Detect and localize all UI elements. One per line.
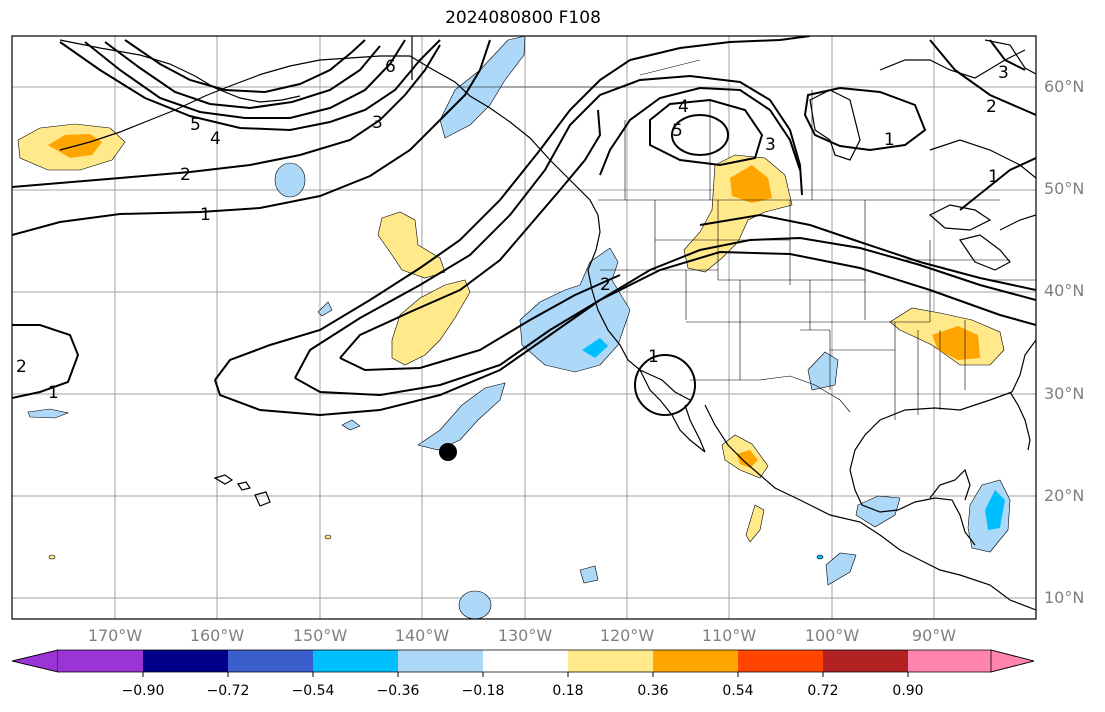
colorbar-segment <box>143 650 229 672</box>
colorbar-segment <box>58 650 144 672</box>
colorbar-segment <box>228 650 314 672</box>
map-title: 2024080800 F108 <box>445 8 601 28</box>
contour-label: 4 <box>210 129 221 149</box>
political-borders <box>412 59 1036 420</box>
contour-label: 5 <box>190 115 201 135</box>
colorbar-outline <box>11 649 1035 673</box>
lon-label: 130°W <box>497 626 553 645</box>
colorbar-tick-label: −0.72 <box>206 683 250 699</box>
lon-label: 160°W <box>189 626 245 645</box>
map-frame <box>11 35 1037 620</box>
contour-label: 2 <box>600 275 611 295</box>
contour-label: 6 <box>385 57 396 77</box>
colorbar-tick-label: −0.54 <box>291 683 335 699</box>
colorbar-extend-right <box>990 649 1035 673</box>
colorbar-segment <box>398 650 484 672</box>
lat-label: 60°N <box>1044 77 1085 96</box>
lon-label: 100°W <box>804 626 860 645</box>
contour-lines <box>12 36 1036 417</box>
contour-label: 5 <box>672 121 683 141</box>
contour-label: 3 <box>998 63 1009 83</box>
contour-label: 3 <box>372 113 383 133</box>
colorbar-tick-label: −0.36 <box>376 683 420 699</box>
lat-label: 50°N <box>1044 179 1085 198</box>
colorbar-tick-label: −0.18 <box>461 683 505 699</box>
contour-label: 1 <box>648 347 659 367</box>
colorbar-segment <box>313 650 399 672</box>
colorbar <box>11 649 1035 677</box>
lat-label: 10°N <box>1044 588 1085 607</box>
colorbar-segment <box>483 650 569 672</box>
lat-label: 30°N <box>1044 384 1085 403</box>
lat-label: 40°N <box>1044 281 1085 300</box>
lon-label: 110°W <box>701 626 757 645</box>
colorbar-tick-label: 0.18 <box>552 683 584 699</box>
coastlines <box>59 36 1036 611</box>
colorbar-segment <box>823 650 909 672</box>
marker-dot <box>439 443 457 461</box>
colorbar-segment <box>908 650 991 672</box>
contour-label: 2 <box>16 357 27 377</box>
contour-label: 1 <box>48 383 59 403</box>
colorbar-tick-label: −0.90 <box>121 683 165 699</box>
colorbar-segment <box>738 650 824 672</box>
contour-label: 1 <box>884 130 895 150</box>
contour-label: 1 <box>988 167 999 187</box>
lat-label: 20°N <box>1044 486 1085 505</box>
colorbar-tick-label: 0.72 <box>807 683 839 699</box>
contour-label-group: 1 2 3 4 5 6 1 2 3 4 5 1 2 3 1 2 1 <box>16 57 1009 403</box>
colorbar-tick-label: 0.36 <box>637 683 669 699</box>
lon-label: 90°W <box>911 626 957 645</box>
contour-label: 2 <box>986 97 997 117</box>
lon-label: 120°W <box>599 626 655 645</box>
colorbar-segment <box>653 650 739 672</box>
contour-label: 2 <box>180 165 191 185</box>
lon-label: 150°W <box>292 626 348 645</box>
contour-label: 4 <box>678 97 689 117</box>
colorbar-segment <box>568 650 654 672</box>
lon-label: 170°W <box>87 626 143 645</box>
lon-label: 140°W <box>394 626 450 645</box>
contour-label: 3 <box>765 135 776 155</box>
colorbar-tick-label: 0.90 <box>892 683 924 699</box>
colorbar-extend-left <box>11 649 59 673</box>
colorbar-tick-label: 0.54 <box>722 683 754 699</box>
contour-label: 1 <box>200 205 211 225</box>
